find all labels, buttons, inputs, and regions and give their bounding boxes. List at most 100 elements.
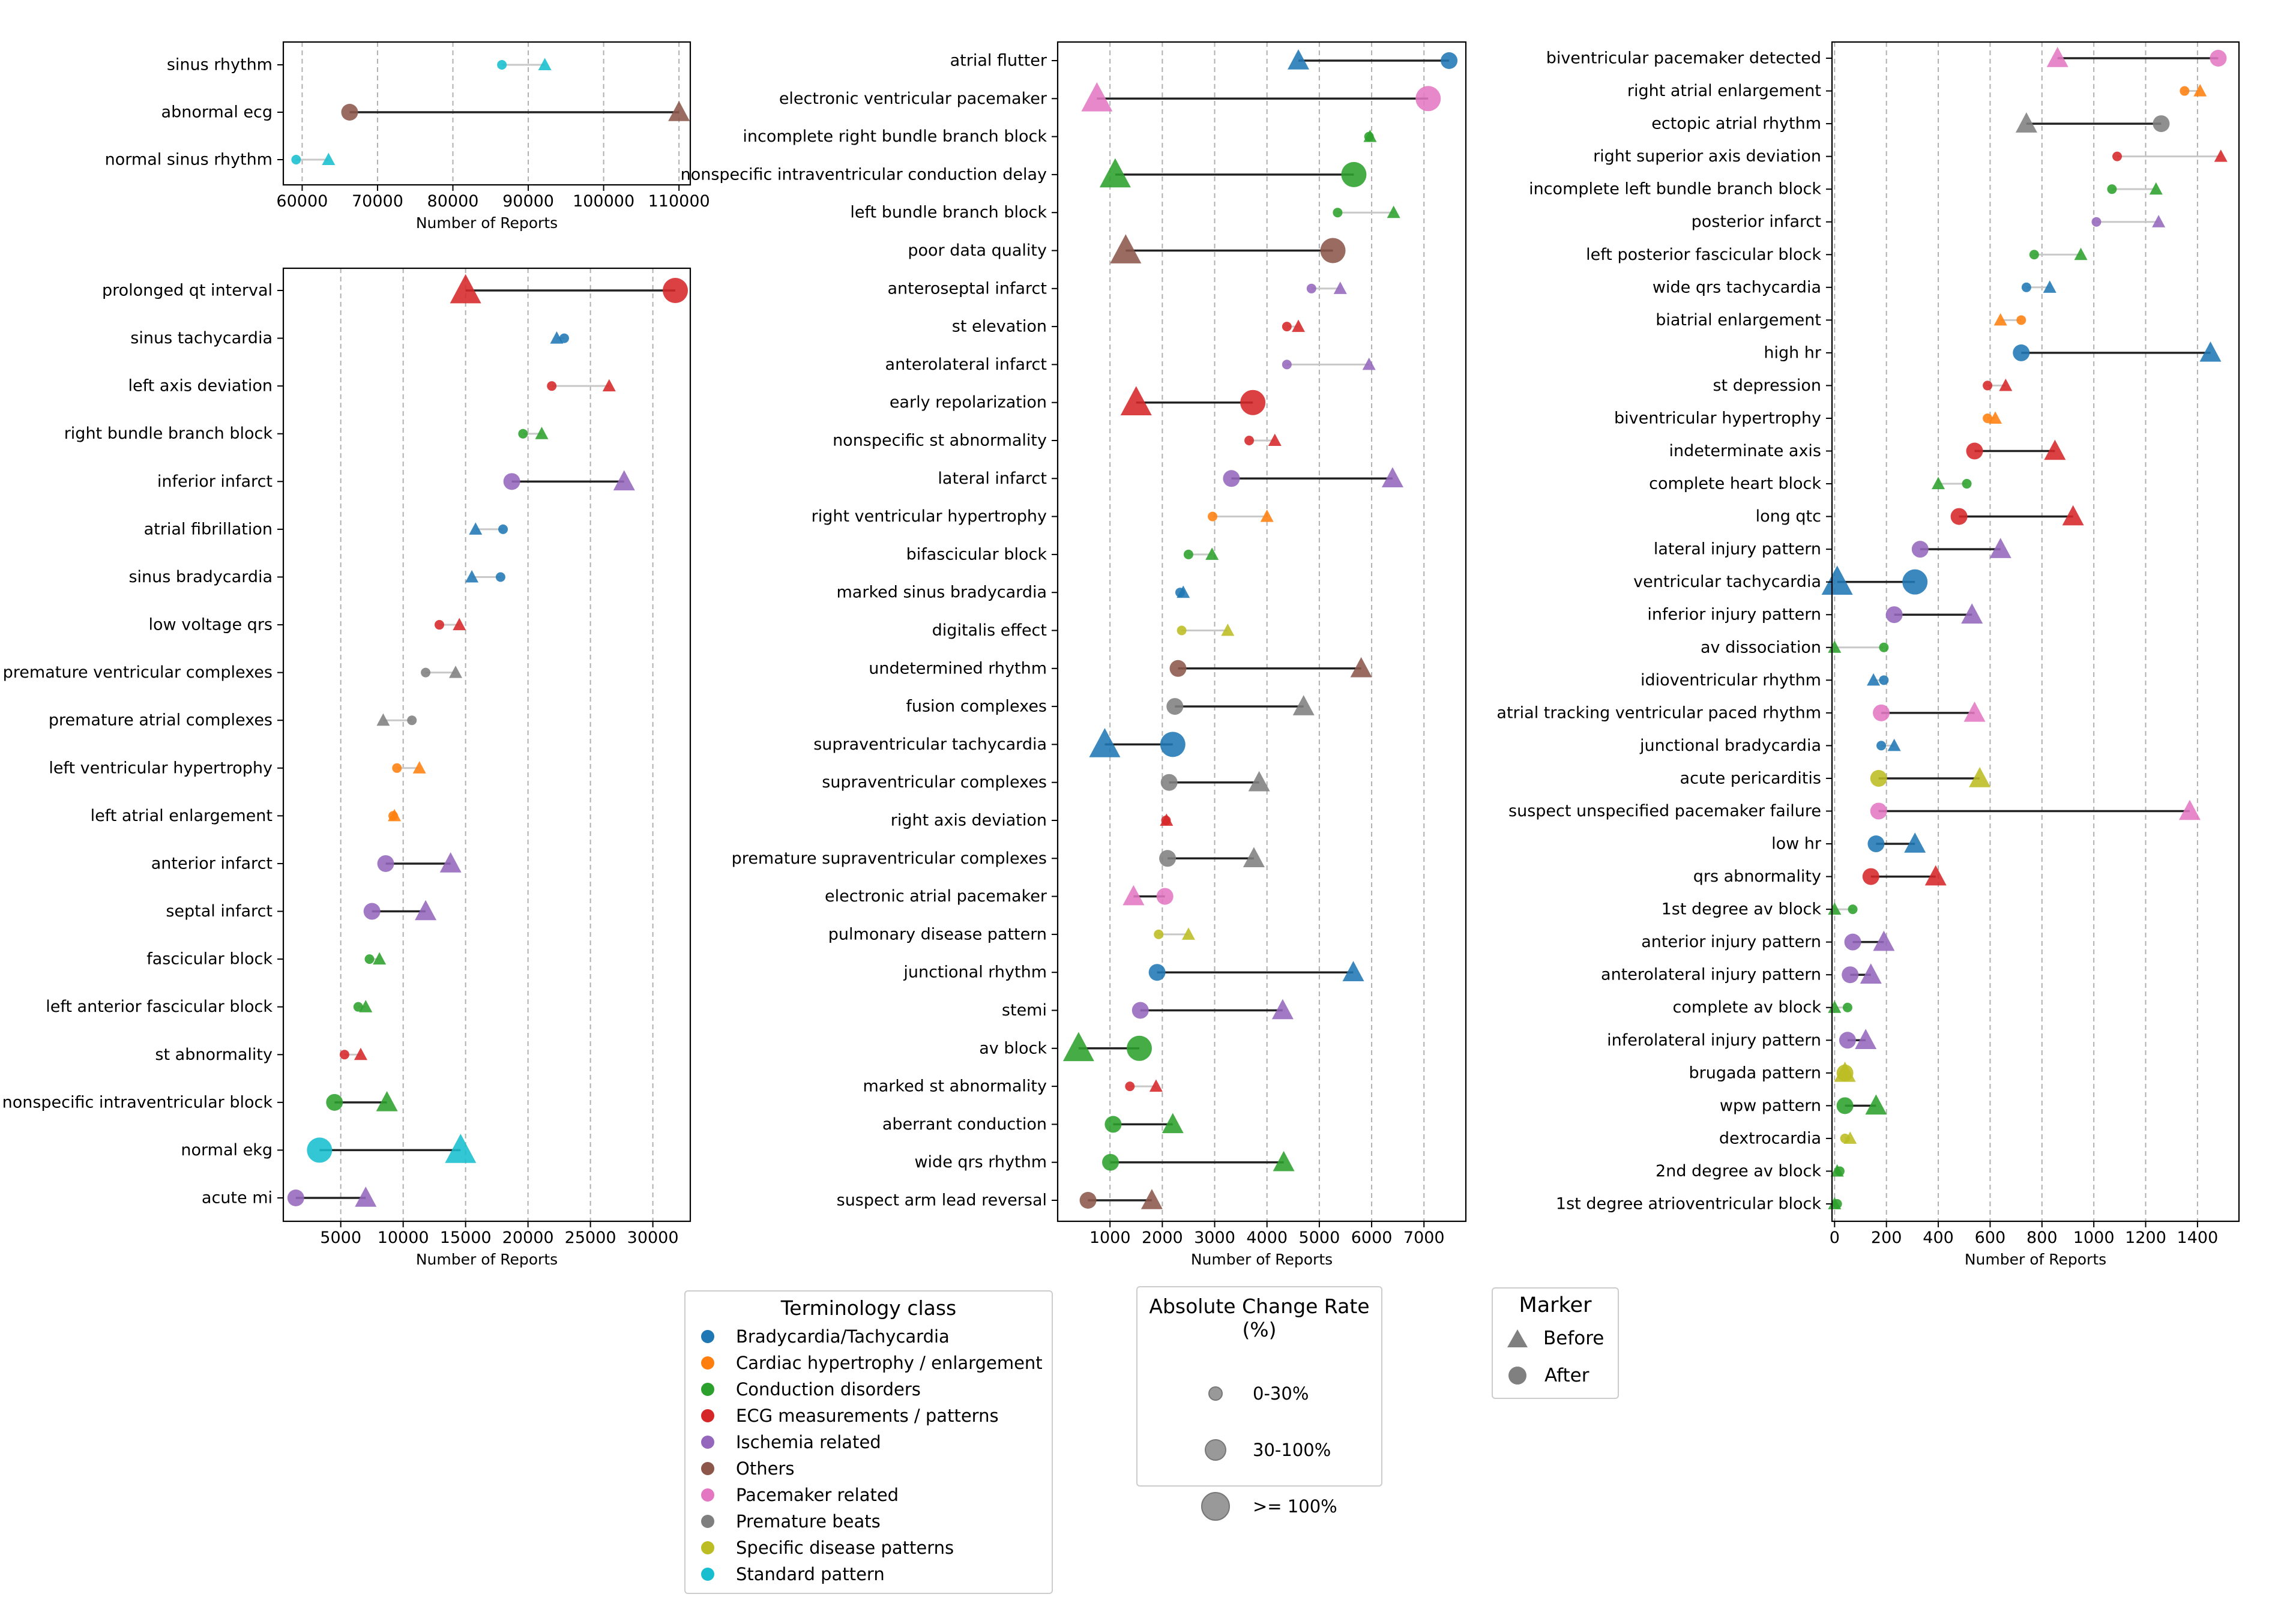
x-tick-label: 90000 [502, 192, 554, 211]
before-marker [1887, 738, 1901, 751]
marker-legend: Marker Before After [1492, 1287, 1619, 1399]
after-marker [1962, 479, 1972, 489]
dumbbell-row [1828, 1000, 1852, 1013]
dumbbell-row [1160, 813, 1174, 826]
legend-item-class: Ischemia related [701, 1429, 1052, 1455]
before-marker [453, 618, 466, 631]
after-marker [1873, 704, 1890, 721]
y-tick-label: biventricular pacemaker detected [1546, 49, 1821, 68]
before-marker [355, 1186, 377, 1207]
after-marker [1364, 131, 1374, 142]
after-marker [1177, 625, 1187, 636]
change-rate-legend: Absolute Change Rate (%) 0-30% 30-100% >= … [1136, 1286, 1382, 1521]
dumbbell-row [1282, 319, 1306, 332]
before-marker [2043, 280, 2056, 293]
x-tick-label: 2000 [1142, 1229, 1183, 1247]
after-marker [1175, 588, 1185, 598]
x-tick-label: 1000 [1089, 1229, 1131, 1247]
after-marker [2112, 151, 2123, 161]
y-tick-label: brugada pattern [1689, 1063, 1821, 1082]
dumbbell-row [1911, 538, 2011, 558]
after-marker [1282, 322, 1292, 332]
before-marker [1342, 961, 1364, 981]
after-marker [1840, 1133, 1850, 1143]
after-marker [2013, 344, 2030, 361]
x-tick-label: 5000 [320, 1229, 361, 1247]
dumbbell-row [2107, 182, 2163, 195]
after-marker [1834, 1166, 1845, 1176]
after-marker [1441, 52, 1458, 69]
y-tick-label: high hr [1764, 343, 1822, 362]
y-tick-label: complete heart block [1649, 475, 1821, 493]
dumbbell-row [1169, 657, 1372, 678]
dumbbell-row [1148, 961, 1364, 981]
y-tick-label: incomplete right bundle branch block [743, 127, 1047, 146]
y-tick-label: right bundle branch block [64, 424, 273, 443]
legend-label: Ischemia related [736, 1432, 881, 1452]
y-tick-label: premature atrial complexes [49, 711, 273, 730]
dumbbell-row [550, 331, 569, 344]
dumbbell-row [421, 666, 463, 678]
y-tick-label: av dissociation [1701, 638, 1821, 657]
y-tick-label: right ventricular hypertrophy [812, 507, 1047, 526]
before-marker [1089, 728, 1121, 757]
legend-label: 0-30% [1253, 1383, 1309, 1404]
x-tick-label: 20000 [502, 1229, 554, 1247]
before-marker [322, 152, 336, 166]
after-marker [2029, 250, 2039, 260]
after-marker [388, 811, 399, 821]
after-marker [434, 620, 444, 630]
after-marker [291, 155, 301, 164]
before-marker [1221, 623, 1235, 636]
y-tick-label: inferior infarct [157, 472, 273, 491]
dumbbell-row [1844, 930, 1895, 951]
dumbbell-row [1079, 1189, 1163, 1209]
after-marker [1876, 741, 1887, 751]
legend-swatch [701, 1541, 714, 1554]
y-tick-label: anterior infarct [151, 854, 273, 873]
axes-frame [1056, 41, 1467, 1223]
before-marker [1268, 433, 1282, 447]
panel-4: biventricular pacemaker detected right at… [1496, 41, 2240, 1268]
after-marker [1079, 1192, 1097, 1209]
y-tick-label: lateral infarct [938, 469, 1047, 488]
dumbbell-row [2029, 247, 2088, 260]
dumbbell-row [1177, 623, 1235, 636]
after-marker [2021, 282, 2031, 292]
dumbbell-row [353, 1000, 373, 1012]
dumbbell-row [1870, 767, 1991, 787]
y-tick-label: 2nd degree av block [1656, 1162, 1821, 1180]
y-tick-label: undetermined rhythm [869, 659, 1047, 678]
y-tick-label: left ventricular hypertrophy [49, 759, 273, 777]
after-marker [2210, 50, 2227, 67]
after-marker [1169, 660, 1187, 677]
y-tick-label: anteroseptal infarct [887, 279, 1047, 298]
legend-item-class: Specific disease patterns [701, 1535, 1052, 1561]
legend-size-circle [1205, 1439, 1226, 1461]
terminology-class-legend: Terminology class Bradycardia/Tachycardi… [684, 1290, 1053, 1594]
before-marker [2015, 112, 2037, 133]
dumbbell-row [1099, 158, 1367, 188]
after-marker [392, 763, 402, 773]
before-marker [465, 570, 479, 583]
dumbbell-row [1120, 386, 1266, 416]
legend-label: Premature beats [736, 1511, 881, 1532]
dumbbell-row [1282, 357, 1376, 370]
before-marker [535, 427, 549, 439]
before-marker [1381, 467, 1403, 488]
dumbbell-row [1062, 1032, 1152, 1062]
y-tick-label: anterior injury pattern [1641, 933, 1821, 951]
y-tick-label: marked sinus bradycardia [837, 583, 1047, 602]
after-marker [2180, 86, 2190, 96]
dumbbell-row [1842, 963, 1882, 984]
after-marker [1223, 470, 1240, 487]
y-tick-label: incomplete left bundle branch block [1529, 180, 1821, 199]
before-marker [469, 522, 483, 535]
y-tick-label: posterior infarct [1692, 212, 1821, 231]
y-tick-label: anterolateral injury pattern [1601, 966, 1821, 984]
y-tick-label: electronic atrial pacemaker [825, 887, 1047, 906]
before-marker [1110, 234, 1142, 263]
dumbbell-row [503, 470, 635, 491]
dumbbell-row [392, 761, 426, 774]
dumbbell-row [1110, 234, 1346, 263]
